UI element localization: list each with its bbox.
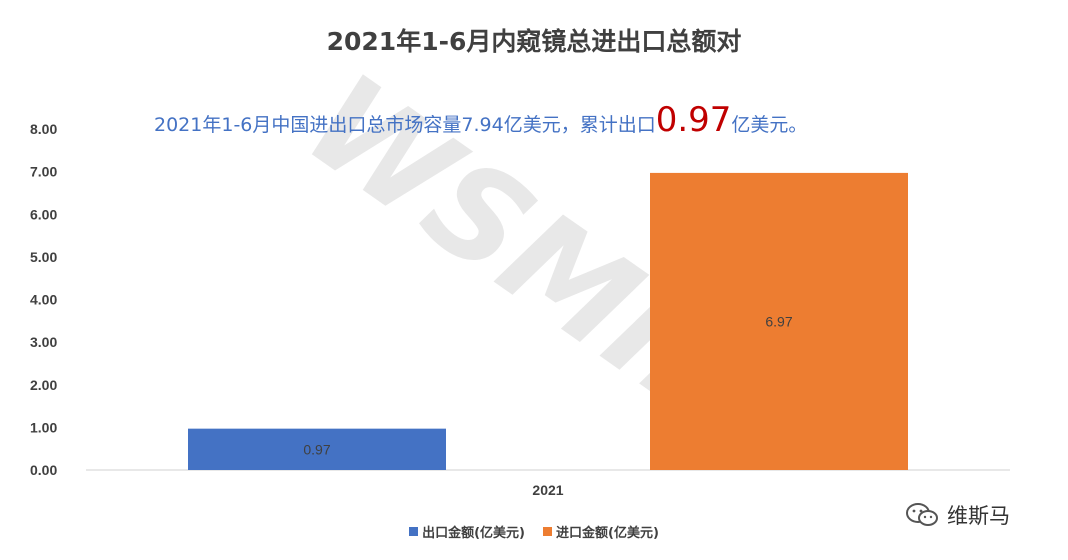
y-tick-label: 2.00 (30, 377, 57, 393)
legend-item-import: 进口金额(亿美元) (543, 522, 659, 541)
y-tick-label: 8.00 (30, 121, 57, 137)
annotation-suffix: 亿美元。 (731, 114, 808, 136)
annotation-highlight: 0.97 (655, 100, 732, 140)
wechat-icon (906, 503, 938, 526)
legend-swatch-import (543, 527, 552, 536)
legend-item-export: 出口金额(亿美元) (409, 522, 525, 541)
y-tick-label: 7.00 (30, 164, 57, 180)
annotation-prefix: 2021年1-6月中国进出口总市场容量7.94亿美元，累计出口 (154, 114, 656, 136)
data-label: 0.97 (303, 441, 330, 457)
data-label: 6.97 (765, 313, 792, 329)
chart-title: 2021年1-6月内窥镜总进出口总额对 (326, 27, 742, 56)
bars: 0.97 6.97 (188, 172, 908, 470)
account-watermark: 维斯马 (905, 500, 1010, 530)
account-name: 维斯马 (947, 504, 1010, 528)
x-tick-label: 2021 (532, 482, 563, 498)
y-tick-label: 5.00 (30, 249, 57, 265)
y-tick-label: 1.00 (30, 419, 57, 435)
legend-label-export: 出口金额(亿美元) (422, 526, 525, 541)
y-tick-label: 6.00 (30, 206, 57, 222)
y-tick-label: 3.00 (30, 334, 57, 350)
legend-label-import: 进口金额(亿美元) (556, 526, 659, 541)
bar-import (650, 172, 908, 470)
legend-swatch-export (409, 527, 419, 536)
chart-annotation: 2021年1-6月中国进出口总市场容量7.94亿美元，累计出口0.97亿美元。 (154, 100, 807, 140)
bar-export (188, 428, 446, 470)
legend: 出口金额(亿美元) 进口金额(亿美元) (0, 522, 1068, 541)
y-tick-label: 0.00 (30, 462, 57, 478)
y-tick-label: 4.00 (30, 292, 57, 308)
